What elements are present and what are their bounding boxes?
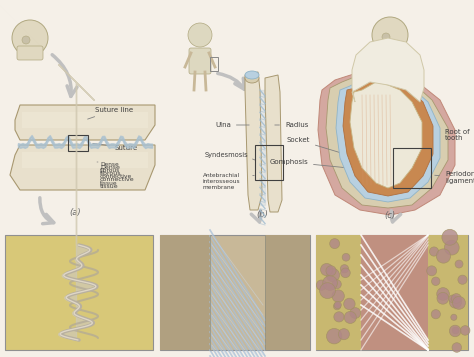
Polygon shape <box>10 145 155 190</box>
Text: Socket: Socket <box>287 137 346 154</box>
Circle shape <box>334 312 344 322</box>
Polygon shape <box>15 105 155 140</box>
Text: Periodontal
ligament: Periodontal ligament <box>435 171 474 185</box>
Circle shape <box>451 293 461 303</box>
Circle shape <box>316 280 327 290</box>
Circle shape <box>449 296 462 308</box>
Circle shape <box>458 275 467 284</box>
Bar <box>393 148 431 188</box>
Circle shape <box>452 343 462 352</box>
Circle shape <box>442 229 458 245</box>
Text: Gomphosis: Gomphosis <box>269 159 346 168</box>
Text: Antebrachial
interosseous
membrane: Antebrachial interosseous membrane <box>203 173 241 190</box>
Bar <box>265 235 310 350</box>
Circle shape <box>330 238 340 248</box>
Circle shape <box>427 266 437 276</box>
Circle shape <box>338 329 349 340</box>
Polygon shape <box>350 82 422 188</box>
Circle shape <box>431 277 440 286</box>
Bar <box>316 235 468 350</box>
Circle shape <box>12 20 48 56</box>
Polygon shape <box>265 75 282 212</box>
Bar <box>210 57 218 71</box>
Polygon shape <box>336 78 440 202</box>
Circle shape <box>444 240 459 255</box>
Circle shape <box>429 247 438 256</box>
Bar <box>5 235 153 350</box>
Circle shape <box>453 296 465 309</box>
Polygon shape <box>22 112 148 128</box>
Polygon shape <box>245 72 262 210</box>
Polygon shape <box>318 72 455 215</box>
Circle shape <box>437 292 449 304</box>
Polygon shape <box>326 74 448 208</box>
Circle shape <box>22 36 30 44</box>
Circle shape <box>436 249 451 263</box>
Circle shape <box>334 301 341 309</box>
Circle shape <box>188 23 212 47</box>
Ellipse shape <box>245 71 259 79</box>
Circle shape <box>327 328 342 344</box>
Circle shape <box>455 260 463 268</box>
Circle shape <box>323 276 337 290</box>
Text: Ulna: Ulna <box>215 122 249 128</box>
Circle shape <box>342 253 350 261</box>
Circle shape <box>326 268 339 282</box>
Text: Dense
fibrous
connective
tissue: Dense fibrous connective tissue <box>100 162 132 186</box>
Polygon shape <box>22 152 148 168</box>
Circle shape <box>326 266 336 276</box>
Circle shape <box>340 265 348 273</box>
Ellipse shape <box>245 73 259 83</box>
Circle shape <box>334 303 341 310</box>
Circle shape <box>344 298 355 310</box>
Text: (b): (b) <box>256 210 268 219</box>
Text: Dense
fibrous
connective
tissue: Dense fibrous connective tissue <box>100 165 135 188</box>
Polygon shape <box>343 80 433 196</box>
FancyBboxPatch shape <box>377 43 403 57</box>
Bar <box>316 235 361 350</box>
Circle shape <box>320 263 333 276</box>
Circle shape <box>332 280 341 289</box>
Circle shape <box>451 314 457 320</box>
Circle shape <box>341 268 350 278</box>
Bar <box>361 235 428 350</box>
Circle shape <box>437 288 449 300</box>
Circle shape <box>344 311 356 323</box>
Circle shape <box>452 327 459 334</box>
Bar <box>68 135 88 151</box>
Polygon shape <box>352 38 424 102</box>
Circle shape <box>319 283 336 298</box>
Circle shape <box>382 33 390 41</box>
Circle shape <box>460 326 470 335</box>
Bar <box>255 145 283 180</box>
Bar <box>160 235 210 350</box>
Bar <box>160 235 310 350</box>
Text: Syndesmosis: Syndesmosis <box>205 152 249 158</box>
FancyBboxPatch shape <box>189 48 211 74</box>
Circle shape <box>449 325 461 337</box>
Circle shape <box>332 290 345 302</box>
Text: (c): (c) <box>384 211 396 220</box>
Text: Root of
tooth: Root of tooth <box>425 129 470 147</box>
Circle shape <box>372 17 408 53</box>
Text: Radius: Radius <box>275 122 309 128</box>
Circle shape <box>350 308 361 318</box>
Bar <box>428 235 468 350</box>
Text: Suture line: Suture line <box>88 107 133 119</box>
FancyBboxPatch shape <box>17 46 43 60</box>
Circle shape <box>449 295 456 303</box>
Circle shape <box>431 310 440 319</box>
Text: (a): (a) <box>69 208 81 217</box>
Text: Suture: Suture <box>93 144 138 151</box>
